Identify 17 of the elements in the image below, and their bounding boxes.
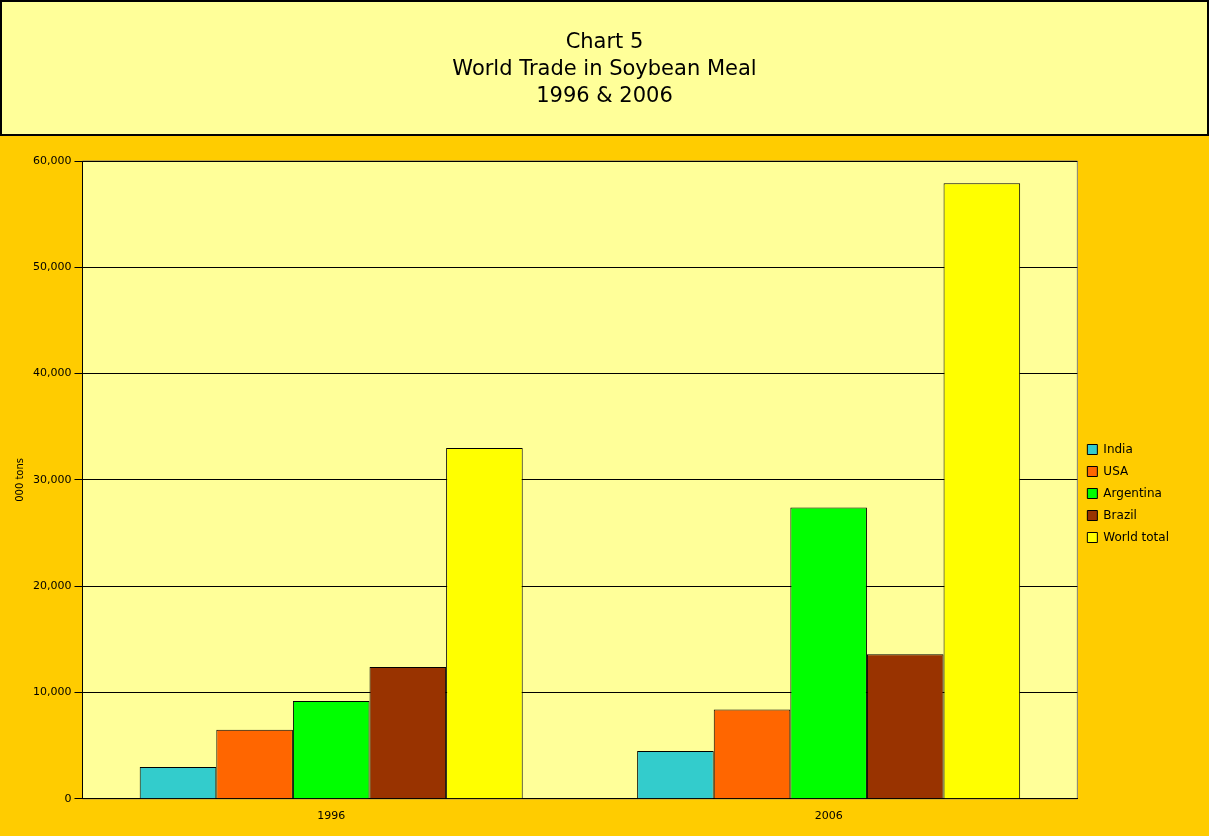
- y-tick-label: 40,000: [32, 366, 72, 380]
- y-tick-label: 10,000: [32, 685, 72, 699]
- legend-label: India: [1103, 441, 1133, 456]
- y-tick-label: 30,000: [32, 472, 72, 486]
- y-axis-title: 000 tons: [13, 457, 25, 502]
- legend-label: World total: [1103, 529, 1170, 544]
- chart-title: Chart 5: [565, 27, 644, 55]
- chart-subtitle: World Trade in Soybean Meal 1996 & 2006: [452, 54, 757, 109]
- legend-label: Brazil: [1103, 507, 1137, 522]
- y-tick-label: 20,000: [32, 579, 72, 593]
- y-tick-label: 50,000: [32, 260, 72, 274]
- x-tick-label: 1996: [317, 809, 346, 823]
- x-tick-label: 2006: [814, 809, 843, 823]
- y-tick-label: 0: [64, 791, 72, 805]
- legend-label: USA: [1103, 463, 1129, 478]
- legend-label: Argentina: [1103, 485, 1162, 500]
- y-tick-label: 60,000: [32, 153, 72, 167]
